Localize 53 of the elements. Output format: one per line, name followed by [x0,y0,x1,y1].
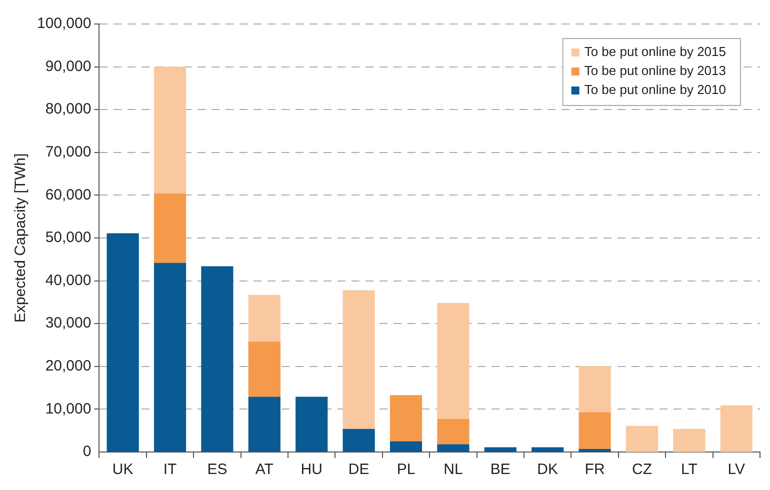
x-tick-label: CZ [632,461,652,478]
x-tick-label: HU [300,461,322,478]
x-tick-label: BE [490,461,510,478]
bar [248,294,280,342]
x-tick-label: LT [681,461,698,478]
bar [154,262,186,452]
bar [106,233,139,452]
x-tick-label: ES [207,461,228,478]
legend-label: To be put online by 2010 [584,82,726,98]
bar [578,366,611,412]
x-tick-label: IT [163,461,177,478]
y-tick-label: 30,000 [45,314,92,332]
x-tick-label: UK [112,461,134,478]
bar [532,447,564,452]
x-tick-label: DE [348,461,370,478]
y-tick-label: 50,000 [45,229,92,246]
legend-label: To be put online by 2013 [584,63,726,78]
y-tick-label: 40,000 [45,272,92,289]
x-tick-label: NL [444,461,463,478]
bar [578,412,611,450]
bar [390,395,422,442]
bar [201,266,234,452]
bar [390,441,422,452]
bar [342,428,375,452]
x-tick-label: DK [537,461,558,478]
bar [437,419,470,444]
bar [720,405,752,452]
bar [248,342,280,397]
bar [154,193,186,263]
y-tick-label: 10,000 [45,400,92,418]
y-tick-label: 0 [82,443,92,460]
bar [578,449,611,452]
x-tick-label: PL [396,461,416,478]
y-tick-label: 100,000 [36,15,92,32]
y-tick-label: 90,000 [45,58,92,75]
y-tick-label: 20,000 [45,358,92,375]
y-tick-label: 80,000 [45,100,92,118]
bar [484,447,516,452]
bar [248,396,280,452]
bar [673,428,706,452]
x-tick-label: LV [728,461,746,478]
bar [154,66,186,194]
bar [296,396,328,452]
bar [342,290,375,429]
x-tick-label: FR [584,461,605,478]
x-tick-label: AT [255,461,274,478]
bar [437,303,470,420]
y-tick-label: 70,000 [45,144,92,161]
bar [626,426,658,452]
y-tick-label: 60,000 [45,186,92,204]
legend-label: To be put online by 2015 [584,44,726,60]
y-axis-title: Expected Capacity [TWh] [12,153,30,323]
bar [437,444,470,452]
